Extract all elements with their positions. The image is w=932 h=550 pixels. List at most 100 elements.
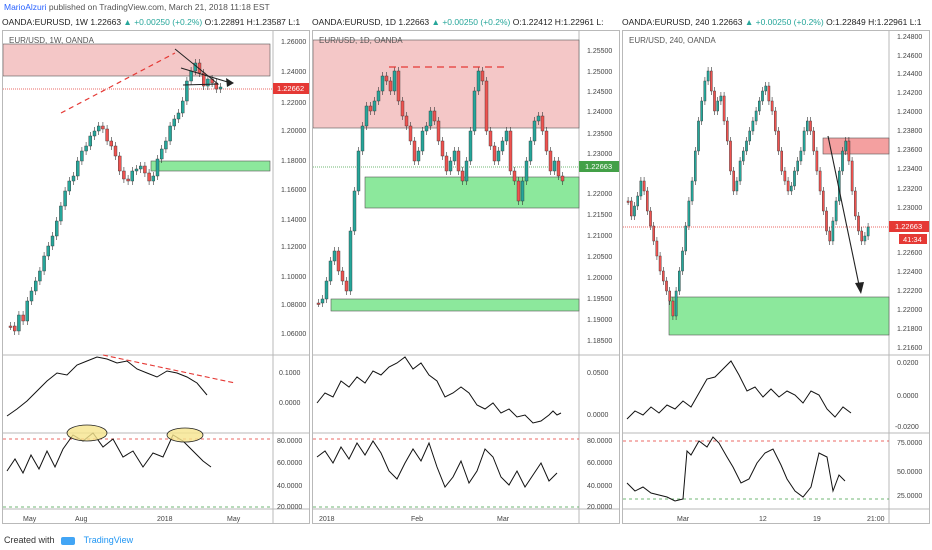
price-tag <box>579 161 619 172</box>
chart-label: EUR/USD, 1D, OANDA <box>319 36 403 45</box>
support-zone <box>364 176 580 209</box>
candle-body <box>674 290 678 317</box>
y-tick: 1.23000 <box>587 151 612 158</box>
y-tick: 1.22000 <box>587 191 612 198</box>
candle-body <box>96 125 101 132</box>
candle-body <box>416 150 421 162</box>
candle-body <box>668 290 671 302</box>
candle-body <box>101 125 105 130</box>
y-tick: 1.06000 <box>281 331 306 338</box>
y-tick: 80.0000 <box>277 438 302 445</box>
candle-body <box>404 115 409 127</box>
y-tick: 1.23400 <box>897 166 922 173</box>
candle-body <box>780 150 784 172</box>
candle-body <box>556 160 561 177</box>
candle-body <box>671 300 675 317</box>
candle-body <box>552 160 557 172</box>
candle-body <box>320 298 325 304</box>
y-tick: 1.14000 <box>281 217 306 224</box>
candle-body <box>536 115 541 122</box>
candle-body <box>709 70 713 92</box>
candle-body <box>206 78 210 87</box>
y-tick: 1.21600 <box>897 345 922 352</box>
candle-body <box>492 145 497 162</box>
y-tick: 0.0000 <box>279 400 301 407</box>
y-tick: 0.1000 <box>279 370 301 377</box>
chart-canvas-4h[interactable]: 1.22663 41:34 1.24800 1.24600 1.24400 1.… <box>623 31 930 524</box>
support-zone <box>150 160 271 172</box>
candle-body <box>665 280 668 292</box>
chart-label: EUR/USD, 1W, OANDA <box>9 36 94 45</box>
candle-body <box>71 175 76 182</box>
candle-body <box>504 130 509 142</box>
candle-body <box>488 130 493 147</box>
candle-body <box>472 90 477 132</box>
candle-body <box>560 175 565 182</box>
candle-body <box>432 110 437 122</box>
candle-body <box>866 226 870 237</box>
candle-body <box>706 70 710 82</box>
candle-body <box>456 150 461 172</box>
candle-body <box>793 170 796 187</box>
candle-body <box>424 125 429 132</box>
candle-body <box>376 90 381 102</box>
candle-body <box>764 85 768 92</box>
chart-canvas-daily[interactable]: 1.22663 1.25500 1.25000 1.24500 1.24000 … <box>313 31 620 524</box>
trendline-dashed <box>60 52 176 114</box>
change-text: ▲ +0.00250 (+0.2%) <box>123 17 203 27</box>
y-tick: 1.24000 <box>897 109 922 116</box>
y-axis-daily: 1.25500 1.25000 1.24500 1.24000 1.23500 … <box>587 48 612 511</box>
candle-body <box>544 130 549 152</box>
y-tick: 40.0000 <box>587 483 612 490</box>
candle-body <box>821 190 825 212</box>
candle-body <box>55 220 59 237</box>
chart-panel-daily[interactable]: 1.22663 1.25500 1.25000 1.24500 1.24000 … <box>312 30 620 524</box>
chart-panel-weekly[interactable]: 1.22662 1.26000 1.24000 1.22000 1.20000 … <box>2 30 310 524</box>
tradingview-logo-icon <box>61 536 76 545</box>
candle-body <box>738 160 742 182</box>
candle-body <box>63 190 67 207</box>
author-link[interactable]: MarioAlzuri <box>4 2 47 12</box>
candle-body <box>324 280 329 300</box>
candle-body <box>352 190 357 232</box>
y-tick: 1.23600 <box>897 147 922 154</box>
candle-body <box>155 158 160 177</box>
candle-body <box>29 290 34 302</box>
chart-canvas-weekly[interactable]: 1.22662 1.26000 1.24000 1.22000 1.20000 … <box>3 31 310 524</box>
ohlc-text: O:1.22891 H:1.23587 L:1 <box>204 17 301 27</box>
candle-body <box>520 180 525 202</box>
ohlc-text: O:1.22849 H:1.22961 L:1 <box>826 17 922 27</box>
candle-body <box>722 95 726 122</box>
x-tick: 2018 <box>157 516 173 523</box>
candle-body <box>626 200 630 203</box>
y-tick: 1.24000 <box>587 109 612 116</box>
candle-body <box>332 250 337 262</box>
resistance-zone <box>313 39 580 129</box>
y-tick: 1.18500 <box>587 338 612 345</box>
x-tick: 21:00 <box>867 516 885 523</box>
candle-body <box>392 70 397 92</box>
x-tick: May <box>23 516 37 523</box>
price-tag <box>889 221 929 232</box>
candle-body <box>400 100 405 117</box>
symbol-bar-weekly: OANDA:EURUSD, 1W 1.22663 ▲ +0.00250 (+0.… <box>2 15 310 29</box>
candle-body <box>649 210 652 227</box>
target-arrow <box>827 135 860 286</box>
candle-body <box>84 145 88 152</box>
candle-body <box>713 90 716 112</box>
candle-body <box>761 90 764 102</box>
candle-body <box>655 240 659 257</box>
y-tick: 75.0000 <box>897 440 922 447</box>
candle-body <box>344 280 349 292</box>
candle-body <box>134 168 139 172</box>
chart-panel-4h[interactable]: 1.22663 41:34 1.24800 1.24600 1.24400 1.… <box>622 30 930 524</box>
x-tick: Mar <box>497 516 510 523</box>
candle-body <box>138 165 143 170</box>
candle-body <box>732 170 735 192</box>
candle-body <box>729 140 732 172</box>
publish-text: published on TradingView.com, March 21, … <box>46 2 270 12</box>
countdown-tag <box>899 234 927 244</box>
candle-body <box>42 255 46 272</box>
candle-body <box>646 190 649 212</box>
tradingview-link[interactable]: TradingView <box>83 535 134 545</box>
